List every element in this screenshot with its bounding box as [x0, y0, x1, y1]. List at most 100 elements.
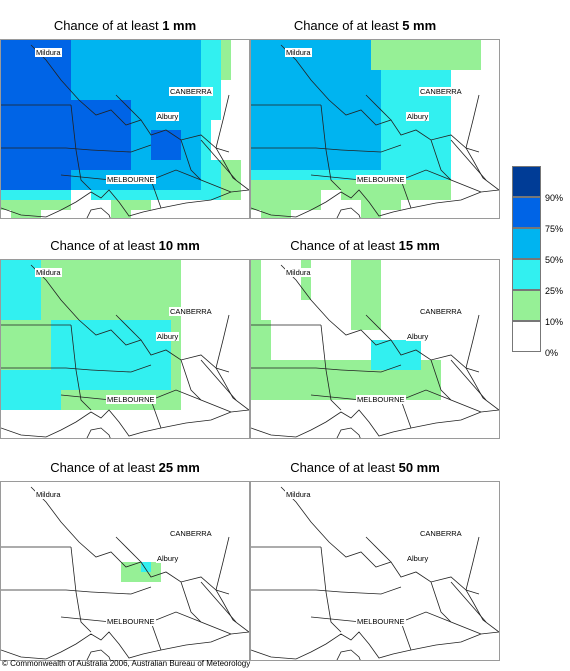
grid-cell: [271, 110, 281, 120]
grid-cell: [251, 130, 261, 140]
grid-cell: [271, 200, 281, 210]
grid-cell: [51, 330, 61, 340]
probability-grid: [1, 260, 181, 410]
grid-cell: [301, 280, 311, 290]
grid-cell: [31, 120, 41, 130]
grid-cell: [71, 150, 81, 160]
grid-cell: [251, 40, 261, 50]
grid-cell: [321, 370, 331, 380]
grid-cell: [31, 190, 41, 200]
grid-cell: [121, 40, 131, 50]
grid-cell: [311, 140, 321, 150]
boundary-line: [320, 546, 342, 633]
grid-cell: [181, 160, 191, 170]
grid-cell: [141, 260, 151, 270]
grid-cell: [121, 370, 131, 380]
grid-cell: [111, 360, 121, 370]
grid-cell: [401, 120, 411, 130]
grid-cell: [21, 200, 31, 210]
grid-cell: [101, 260, 111, 270]
grid-cell: [361, 160, 371, 170]
boundary-line: [280, 486, 480, 595]
grid-cell: [191, 110, 201, 120]
grid-cell: [111, 350, 121, 360]
place-label-melbourne: MELBOURNE: [356, 395, 406, 404]
grid-cell: [161, 40, 171, 50]
grid-cell: [201, 130, 211, 140]
grid-cell: [391, 90, 401, 100]
grid-cell: [321, 110, 331, 120]
grid-cell: [141, 110, 151, 120]
grid-cell: [431, 140, 441, 150]
grid-cell: [411, 90, 421, 100]
grid-cell: [211, 100, 221, 110]
grid-cell: [441, 190, 451, 200]
grid-cell: [301, 120, 311, 130]
grid-cell: [181, 170, 191, 180]
boundary-line: [115, 536, 142, 563]
grid-cell: [261, 350, 271, 360]
grid-cell: [161, 260, 171, 270]
grid-cell: [251, 170, 261, 180]
grid-cell: [1, 400, 11, 410]
legend-label: 50%: [545, 255, 564, 265]
grid-cell: [421, 130, 431, 140]
grid-cell: [21, 360, 31, 370]
grid-cell: [311, 190, 321, 200]
grid-cell: [271, 380, 281, 390]
grid-cell: [211, 40, 221, 50]
grid-cell: [71, 370, 81, 380]
grid-cell: [261, 390, 271, 400]
grid-cell: [211, 90, 221, 100]
grid-cell: [101, 290, 111, 300]
grid-cell: [261, 210, 271, 218]
grid-cell: [111, 380, 121, 390]
grid-cell: [111, 190, 121, 200]
grid-cell: [131, 300, 141, 310]
boundary-line: [86, 207, 111, 218]
grid-cell: [151, 340, 161, 350]
grid-cell: [361, 300, 371, 310]
grid-cell: [101, 340, 111, 350]
grid-cell: [91, 320, 101, 330]
grid-cell: [81, 350, 91, 360]
grid-cell: [431, 110, 441, 120]
grid-cell: [451, 50, 461, 60]
grid-cell: [101, 180, 111, 190]
grid-cell: [51, 380, 61, 390]
grid-cell: [1, 370, 11, 380]
grid-cell: [151, 120, 161, 130]
grid-cell: [411, 340, 421, 350]
grid-cell: [351, 70, 361, 80]
grid-cell: [201, 40, 211, 50]
grid-cell: [141, 562, 151, 572]
grid-cell: [321, 100, 331, 110]
grid-cell: [91, 360, 101, 370]
grid-cell: [71, 120, 81, 130]
grid-cell: [421, 150, 431, 160]
grid-cell: [261, 160, 271, 170]
grid-cell: [391, 120, 401, 130]
boundary-line: [70, 324, 92, 411]
grid-cell: [111, 280, 121, 290]
grid-cell: [291, 360, 301, 370]
grid-cell: [171, 80, 181, 90]
title-prefix: Chance of at least: [53, 18, 163, 33]
grid-cell: [361, 260, 371, 270]
grid-cell: [101, 190, 111, 200]
grid-cell: [101, 280, 111, 290]
grid-cell: [1, 110, 11, 120]
grid-cell: [291, 40, 301, 50]
grid-cell: [361, 150, 371, 160]
grid-cell: [341, 140, 351, 150]
grid-cell: [1, 360, 11, 370]
grid-cell: [321, 150, 331, 160]
grid-cell: [251, 200, 261, 210]
boundary-line: [1, 631, 249, 660]
grid-cell: [431, 190, 441, 200]
grid-cell: [61, 50, 71, 60]
grid-cell: [351, 100, 361, 110]
grid-cell: [351, 320, 361, 330]
grid-cell: [311, 390, 321, 400]
grid-cell: [411, 370, 421, 380]
